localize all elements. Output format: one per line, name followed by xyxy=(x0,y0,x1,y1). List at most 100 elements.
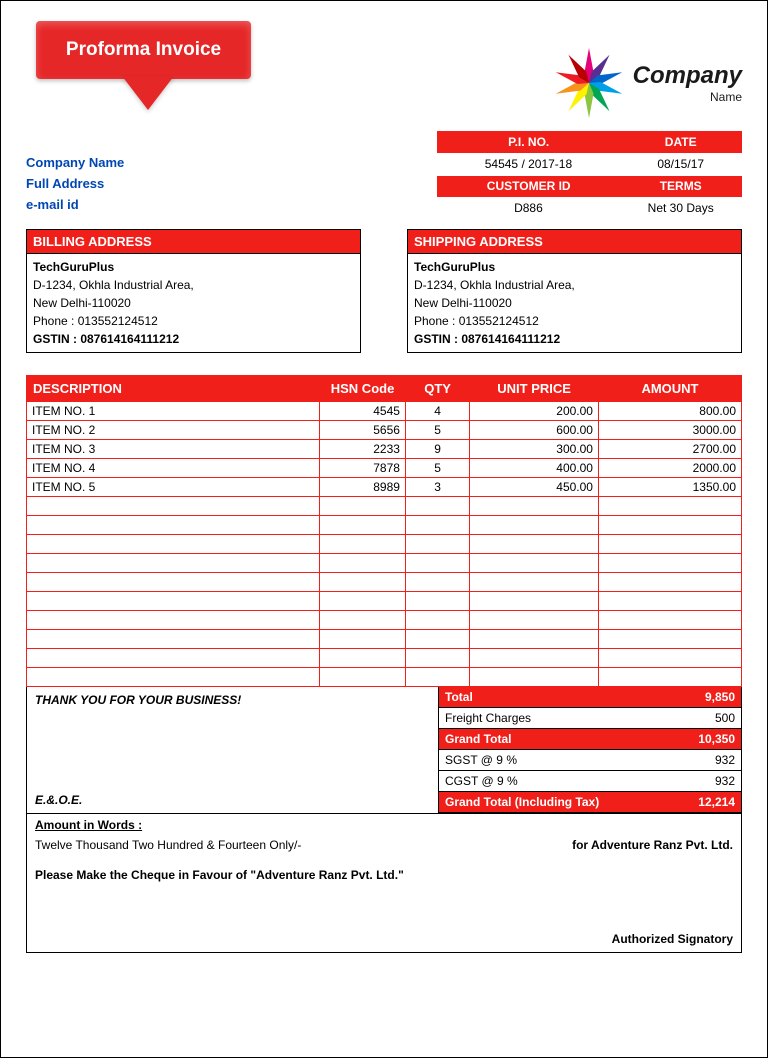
words-row: Twelve Thousand Two Hundred & Fourteen O… xyxy=(27,836,741,864)
items-table: DESCRIPTIONHSN CodeQTYUNIT PRICEAMOUNT I… xyxy=(26,375,742,687)
table-cell-empty xyxy=(470,573,599,592)
table-cell-empty xyxy=(598,535,741,554)
table-cell-empty xyxy=(470,535,599,554)
table-cell-empty xyxy=(320,573,406,592)
table-cell: ITEM NO. 1 xyxy=(27,402,320,421)
totals-table: Total9,850Freight Charges500Grand Total1… xyxy=(439,687,741,813)
table-cell-empty xyxy=(405,630,469,649)
table-cell: 5656 xyxy=(320,421,406,440)
table-row: ITEM NO. 478785400.002000.00 xyxy=(27,459,742,478)
table-cell-empty xyxy=(27,611,320,630)
totals-row: Grand Total (Including Tax)12,214 xyxy=(439,792,741,813)
meta-v-cust: D886 xyxy=(438,197,620,220)
totals-label: Freight Charges xyxy=(439,708,673,729)
totals-value: 932 xyxy=(673,771,741,792)
table-cell-empty xyxy=(320,630,406,649)
table-cell-empty xyxy=(405,535,469,554)
totals-value: 9,850 xyxy=(673,687,741,708)
totals-row: Total9,850 xyxy=(439,687,741,708)
table-cell: 5 xyxy=(405,421,469,440)
table-cell: 300.00 xyxy=(470,440,599,459)
table-cell-empty xyxy=(470,592,599,611)
items-th: DESCRIPTION xyxy=(27,376,320,402)
totals-label: Grand Total xyxy=(439,729,673,750)
shipping-body: TechGuruPlus D-1234, Okhla Industrial Ar… xyxy=(408,254,741,352)
totals-row: Freight Charges500 xyxy=(439,708,741,729)
table-cell-empty xyxy=(470,497,599,516)
billing-body: TechGuruPlus D-1234, Okhla Industrial Ar… xyxy=(27,254,360,352)
table-row-empty xyxy=(27,668,742,687)
table-cell-empty xyxy=(470,516,599,535)
billing-gstin: GSTIN : 087614164111212 xyxy=(33,330,354,348)
table-cell: 600.00 xyxy=(470,421,599,440)
table-row-empty xyxy=(27,573,742,592)
billing-address: BILLING ADDRESS TechGuruPlus D-1234, Okh… xyxy=(26,229,361,353)
table-cell-empty xyxy=(320,668,406,687)
totals-value: 12,214 xyxy=(673,792,741,813)
invoice-page: Proforma Invoice Company Name P.I. NO. D… xyxy=(0,0,768,1058)
shipping-company: TechGuruPlus xyxy=(414,258,735,276)
table-cell-empty xyxy=(405,497,469,516)
table-cell: 4545 xyxy=(320,402,406,421)
table-cell: 3000.00 xyxy=(598,421,741,440)
table-cell-empty xyxy=(598,554,741,573)
items-th: HSN Code xyxy=(320,376,406,402)
table-cell-empty xyxy=(320,592,406,611)
for-company: for Adventure Ranz Pvt. Ltd. xyxy=(572,838,733,852)
billing-title: BILLING ADDRESS xyxy=(27,230,360,254)
thankyou-box: THANK YOU FOR YOUR BUSINESS! E.&.O.E. xyxy=(27,687,439,813)
words-label: Amount in Words : xyxy=(35,818,142,832)
table-row-empty xyxy=(27,592,742,611)
cheque-instruction: Please Make the Cheque in Favour of "Adv… xyxy=(27,864,741,932)
shipping-title: SHIPPING ADDRESS xyxy=(408,230,741,254)
table-row-empty xyxy=(27,630,742,649)
address-row: BILLING ADDRESS TechGuruPlus D-1234, Okh… xyxy=(26,229,742,353)
table-cell-empty xyxy=(27,592,320,611)
shipping-phone: Phone : 013552124512 xyxy=(414,312,735,330)
invoice-meta: P.I. NO. DATE 54545 / 2017-18 08/15/17 C… xyxy=(437,131,742,220)
thankyou-text: THANK YOU FOR YOUR BUSINESS! xyxy=(35,693,430,707)
table-cell-empty xyxy=(27,554,320,573)
table-row: ITEM NO. 322339300.002700.00 xyxy=(27,440,742,459)
logo-text: Company Name xyxy=(633,62,742,104)
billing-line2: New Delhi-110020 xyxy=(33,294,354,312)
shipping-address: SHIPPING ADDRESS TechGuruPlus D-1234, Ok… xyxy=(407,229,742,353)
signatory-label: Authorized Signatory xyxy=(27,932,741,952)
table-cell: 400.00 xyxy=(470,459,599,478)
words-section: Amount in Words : xyxy=(27,814,741,836)
items-th: QTY xyxy=(405,376,469,402)
table-cell: 2233 xyxy=(320,440,406,459)
top-row: Proforma Invoice Company Name xyxy=(26,21,742,141)
table-cell-empty xyxy=(405,573,469,592)
totals-label: CGST @ 9 % xyxy=(439,771,673,792)
meta-h-terms: TERMS xyxy=(620,176,742,197)
items-header-row: DESCRIPTIONHSN CodeQTYUNIT PRICEAMOUNT xyxy=(27,376,742,402)
table-cell-empty xyxy=(598,516,741,535)
eoe-text: E.&.O.E. xyxy=(35,793,430,807)
table-cell-empty xyxy=(405,592,469,611)
meta-table: P.I. NO. DATE 54545 / 2017-18 08/15/17 C… xyxy=(437,131,742,220)
shipping-gstin: GSTIN : 087614164111212 xyxy=(414,330,735,348)
table-cell-empty xyxy=(470,649,599,668)
table-cell-empty xyxy=(320,649,406,668)
table-cell-empty xyxy=(598,611,741,630)
starburst-icon xyxy=(551,45,627,121)
table-cell: ITEM NO. 5 xyxy=(27,478,320,497)
items-th: AMOUNT xyxy=(598,376,741,402)
logo-main: Company xyxy=(633,62,742,90)
table-cell: 3 xyxy=(405,478,469,497)
table-row: ITEM NO. 589893450.001350.00 xyxy=(27,478,742,497)
table-cell-empty xyxy=(405,554,469,573)
table-cell-empty xyxy=(405,649,469,668)
amount-in-words: Twelve Thousand Two Hundred & Fourteen O… xyxy=(35,838,301,852)
meta-v-date: 08/15/17 xyxy=(620,153,742,176)
table-cell-empty xyxy=(470,668,599,687)
totals-row: CGST @ 9 %932 xyxy=(439,771,741,792)
table-row: ITEM NO. 256565600.003000.00 xyxy=(27,421,742,440)
shipping-line1: D-1234, Okhla Industrial Area, xyxy=(414,276,735,294)
table-cell-empty xyxy=(598,630,741,649)
meta-v-terms: Net 30 Days xyxy=(620,197,742,220)
table-cell: 800.00 xyxy=(598,402,741,421)
totals-row: Grand Total10,350 xyxy=(439,729,741,750)
totals-row: SGST @ 9 %932 xyxy=(439,750,741,771)
